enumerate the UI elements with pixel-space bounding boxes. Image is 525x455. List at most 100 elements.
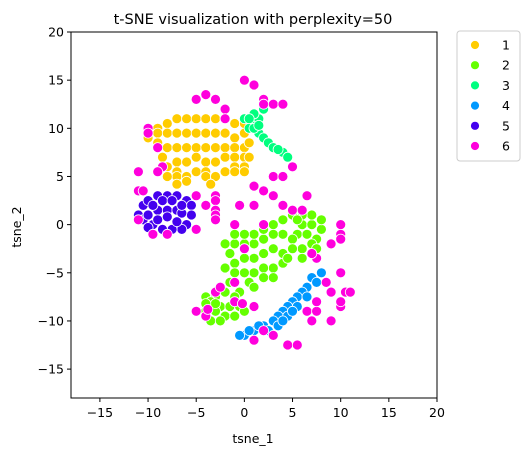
data-point-series-6 [248, 334, 260, 346]
legend-label: 1 [502, 38, 510, 53]
legend-frame [456, 30, 521, 162]
x-tick-label: 0 [240, 405, 248, 420]
data-point-series-1 [181, 142, 193, 154]
data-point-series-2 [248, 252, 260, 264]
data-point-series-5 [176, 199, 188, 211]
data-point-series-6 [335, 233, 347, 245]
data-point-series-2 [229, 310, 241, 322]
data-point-series-1 [229, 142, 241, 154]
plot-area-frame [70, 31, 438, 399]
data-point-series-6 [234, 199, 246, 211]
legend-label: 4 [502, 98, 510, 113]
data-point-series-6 [190, 305, 202, 317]
data-point-series-6 [267, 329, 279, 341]
data-point-series-6 [210, 94, 221, 105]
data-point-series-6 [258, 325, 270, 337]
data-point-series-1 [205, 178, 217, 190]
data-point-series-6 [202, 303, 214, 315]
data-point-series-1 [210, 127, 221, 139]
data-point-series-3 [243, 113, 255, 125]
data-point-series-1 [219, 142, 231, 154]
legend-marker [470, 40, 480, 50]
data-point-series-1 [190, 127, 202, 139]
x-tick-label: −10 [135, 405, 161, 420]
data-point-series-1 [152, 127, 164, 139]
y-tick-label: −10 [38, 313, 64, 328]
data-point-series-6 [229, 276, 241, 288]
data-point-series-2 [248, 281, 260, 293]
data-point-series-6 [200, 199, 212, 211]
data-point-series-1 [181, 156, 193, 168]
data-point-series-4 [301, 291, 313, 303]
y-tick-label: 15 [48, 73, 64, 88]
y-tick-label: −5 [46, 265, 64, 280]
x-tick-label: 20 [429, 405, 445, 420]
data-point-series-2 [219, 238, 231, 250]
data-point-series-4 [311, 276, 323, 288]
data-point-series-1 [238, 166, 250, 178]
data-point-series-1 [190, 142, 202, 154]
data-point-series-6 [200, 89, 212, 100]
data-point-series-5 [185, 209, 197, 221]
data-point-series-6 [311, 296, 323, 308]
data-point-series-1 [243, 151, 255, 163]
data-point-series-1 [161, 118, 173, 129]
data-point-series-6 [219, 113, 231, 125]
legend-marker [470, 60, 480, 71]
data-point-series-6 [190, 223, 202, 235]
data-point-series-6 [219, 103, 231, 115]
data-point-series-1 [181, 127, 193, 139]
data-point-series-6 [325, 238, 337, 250]
x-axis-ticks: −15 −10 −5 0 5 10 15 20 [87, 398, 445, 420]
data-point-series-2 [267, 243, 279, 255]
data-point-series-6 [142, 127, 154, 139]
data-point-series-6 [267, 171, 279, 182]
data-point-series-1 [210, 156, 221, 168]
data-point-series-2 [238, 228, 250, 240]
data-point-series-6 [248, 79, 260, 91]
legend-items: 1 2 3 4 5 6 [470, 38, 510, 154]
data-point-series-6 [152, 142, 164, 154]
data-point-series-6 [258, 219, 270, 231]
data-point-series-1 [210, 113, 221, 125]
data-point-series-1 [210, 142, 221, 154]
data-point-series-6 [306, 315, 318, 327]
data-point-series-6 [282, 339, 294, 351]
data-point-series-6 [277, 199, 289, 211]
data-point-series-5 [142, 209, 154, 221]
x-tick-label: −5 [187, 405, 205, 420]
data-point-series-6 [277, 171, 289, 182]
data-point-series-1 [229, 118, 241, 129]
data-point-series-6 [344, 286, 356, 298]
data-point-series-5 [152, 214, 164, 226]
data-point-series-6 [190, 94, 202, 105]
data-point-series-2 [315, 223, 327, 235]
data-point-series-6 [325, 315, 337, 327]
data-point-series-6 [287, 204, 298, 216]
data-point-series-2 [306, 219, 318, 231]
data-point-series-1 [171, 178, 183, 190]
data-point-series-5 [161, 211, 173, 223]
legend-marker [470, 141, 480, 151]
data-point-series-2 [248, 267, 260, 279]
x-tick-label: 15 [381, 405, 397, 420]
x-tick-label: 10 [333, 405, 349, 420]
data-point-series-2 [248, 228, 260, 240]
y-tick-label: −15 [38, 362, 64, 377]
data-point-series-4 [315, 267, 327, 279]
data-point-series-1 [171, 142, 183, 154]
data-point-series-1 [200, 156, 212, 168]
data-point-series-1 [229, 151, 241, 163]
data-point-series-2 [219, 262, 231, 274]
data-point-series-6 [320, 276, 332, 288]
data-point-series-2 [258, 262, 270, 274]
legend-label: 3 [502, 78, 510, 93]
data-point-series-2 [229, 238, 241, 250]
data-point-series-1 [171, 156, 183, 168]
data-point-series-6 [229, 219, 241, 231]
data-point-series-1 [219, 166, 231, 178]
y-axis-ticks: −15 −10 −5 0 5 10 15 20 [38, 25, 71, 377]
data-point-series-4 [277, 315, 289, 327]
data-point-series-2 [291, 214, 303, 226]
